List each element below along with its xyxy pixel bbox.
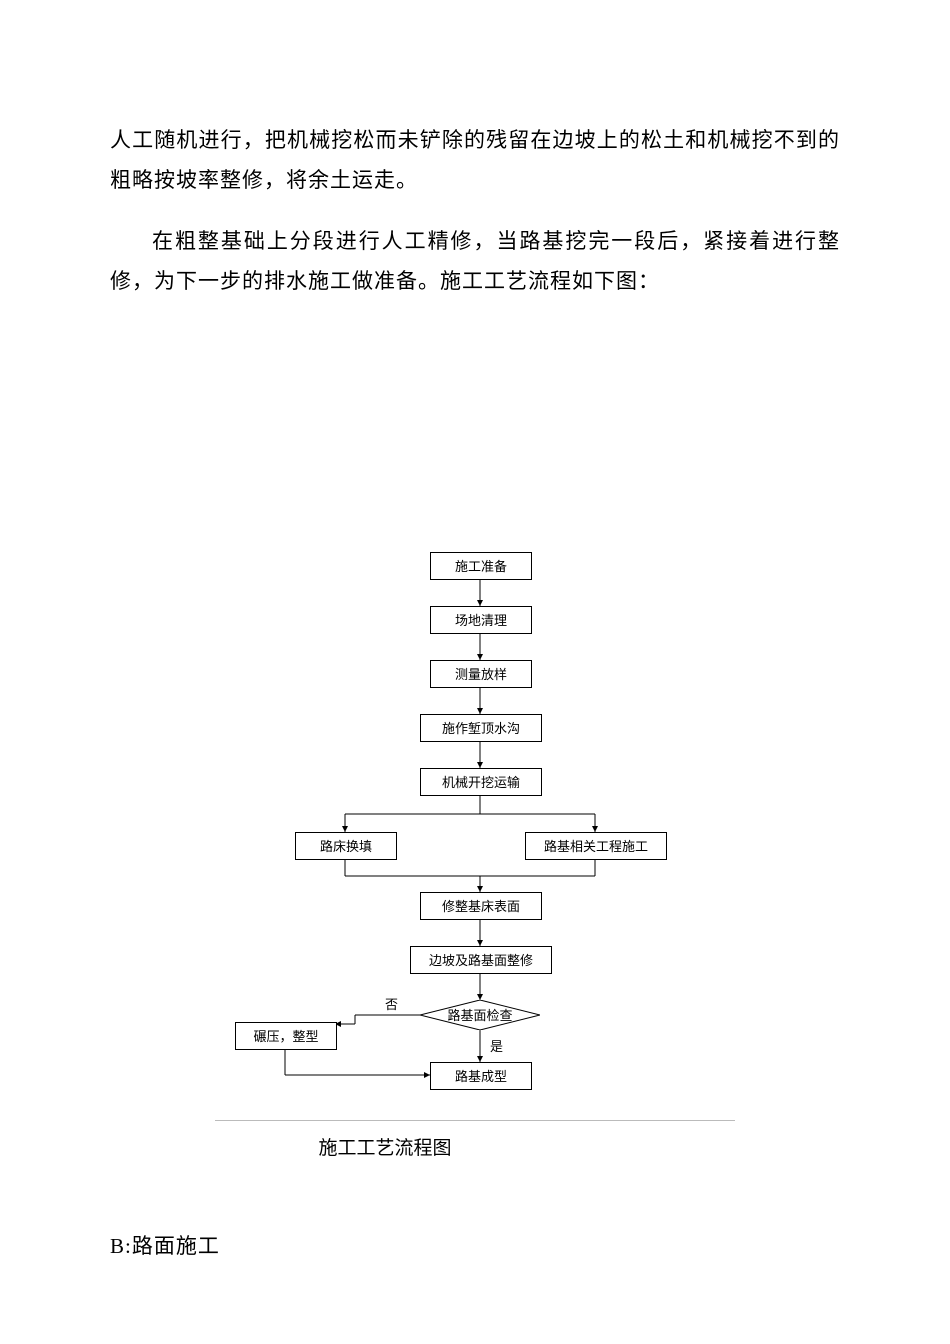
node-related-label: 路基相关工程施工 xyxy=(544,836,648,855)
node-fill: 路床换填 xyxy=(295,832,397,860)
construction-flowchart: 施工准备 场地清理 测量放样 施作堑顶水沟 机械开挖运输 路床换填 路基相关工程… xyxy=(215,552,735,1112)
node-trim-bed-label: 修整基床表面 xyxy=(442,896,520,915)
node-excavate-label: 机械开挖运输 xyxy=(442,772,520,791)
node-trim-bed: 修整基床表面 xyxy=(420,892,542,920)
node-clear: 场地清理 xyxy=(430,606,532,634)
node-compact-label: 碾压，整型 xyxy=(253,1026,318,1045)
node-complete-label: 路基成型 xyxy=(455,1066,507,1085)
section-b-heading: B:路面施工 xyxy=(110,1230,840,1260)
node-slope: 边坡及路基面整修 xyxy=(410,946,552,974)
node-excavate: 机械开挖运输 xyxy=(420,768,542,796)
flowchart-container: 施工准备 场地清理 测量放样 施作堑顶水沟 机械开挖运输 路床换填 路基相关工程… xyxy=(110,552,840,1160)
paragraph-2: 在粗整基础上分段进行人工精修，当路基挖完一段后，紧接着进行整修，为下一步的排水施… xyxy=(110,222,840,302)
node-survey: 测量放样 xyxy=(430,660,532,688)
node-survey-label: 测量放样 xyxy=(455,664,507,683)
node-slope-label: 边坡及路基面整修 xyxy=(429,950,533,969)
document-page: 人工随机进行，把机械挖松而未铲除的残留在边坡上的松土和机械挖不到的粗略按坡率整修… xyxy=(0,0,950,1320)
node-prep: 施工准备 xyxy=(430,552,532,580)
node-prep-label: 施工准备 xyxy=(455,556,507,575)
edge-label-yes: 是 xyxy=(490,1036,503,1055)
edge-label-no: 否 xyxy=(385,994,398,1013)
node-ditch-label: 施作堑顶水沟 xyxy=(442,718,520,737)
paragraph-1: 人工随机进行，把机械挖松而未铲除的残留在边坡上的松土和机械挖不到的粗略按坡率整修… xyxy=(110,121,840,201)
flowchart-divider xyxy=(215,1120,735,1121)
node-compact: 碾压，整型 xyxy=(235,1022,337,1050)
node-fill-label: 路床换填 xyxy=(320,836,372,855)
node-check-label: 路基面检查 xyxy=(447,1005,512,1024)
node-ditch: 施作堑顶水沟 xyxy=(420,714,542,742)
node-check: 路基面检查 xyxy=(420,1000,540,1030)
node-complete: 路基成型 xyxy=(430,1062,532,1090)
node-clear-label: 场地清理 xyxy=(455,610,507,629)
node-related: 路基相关工程施工 xyxy=(525,832,667,860)
flowchart-caption: 施工工艺流程图 xyxy=(318,1133,451,1160)
